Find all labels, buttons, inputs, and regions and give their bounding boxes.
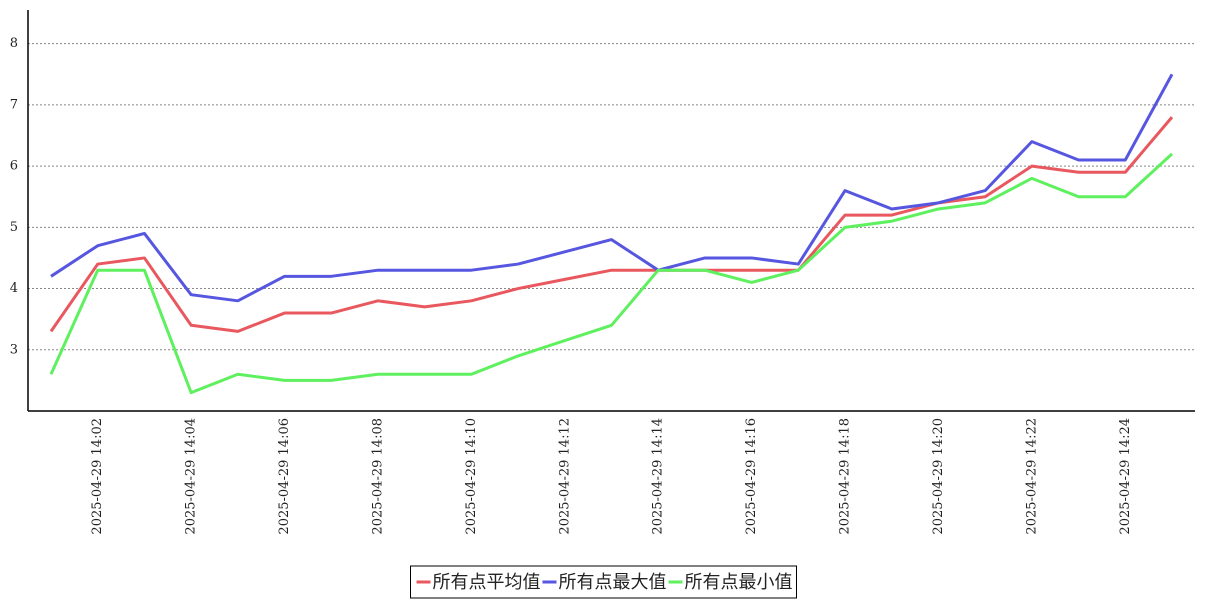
x-tick-label: 2025-04-29 14:08	[370, 418, 385, 535]
legend-box	[410, 565, 797, 599]
y-tick-label: 5	[10, 220, 18, 235]
y-tick-label: 4	[10, 281, 18, 296]
x-tick-label: 2025-04-29 14:12	[557, 418, 572, 535]
x-tick-label: 2025-04-29 14:24	[1118, 418, 1133, 535]
x-tick-label: 2025-04-29 14:02	[90, 418, 105, 535]
x-tick-label: 2025-04-29 14:04	[184, 418, 199, 535]
legend-label: 所有点最小值	[685, 572, 793, 593]
y-tick-label: 8	[10, 36, 18, 51]
x-tick-label: 2025-04-29 14:14	[651, 418, 666, 535]
x-tick-label: 2025-04-29 14:10	[464, 418, 479, 535]
x-tick-label: 2025-04-29 14:20	[931, 418, 946, 535]
y-tick-label: 7	[10, 97, 18, 112]
series-line	[50, 73, 1174, 303]
series-line	[49, 152, 1174, 395]
x-tick-label: 2025-04-29 14:22	[1024, 418, 1039, 535]
legend-label: 所有点平均值	[433, 572, 541, 593]
y-tick-label: 3	[10, 342, 18, 357]
x-tick-label: 2025-04-29 14:06	[277, 418, 292, 535]
x-tick-label: 2025-04-29 14:18	[838, 418, 853, 535]
legend-label: 所有点最大值	[559, 572, 667, 593]
y-tick-label: 6	[10, 159, 18, 174]
x-tick-label: 2025-04-29 14:16	[744, 418, 759, 535]
legend: 所有点平均值 所有点最大值 所有点最小值	[410, 565, 797, 599]
series-line	[49, 116, 1174, 333]
